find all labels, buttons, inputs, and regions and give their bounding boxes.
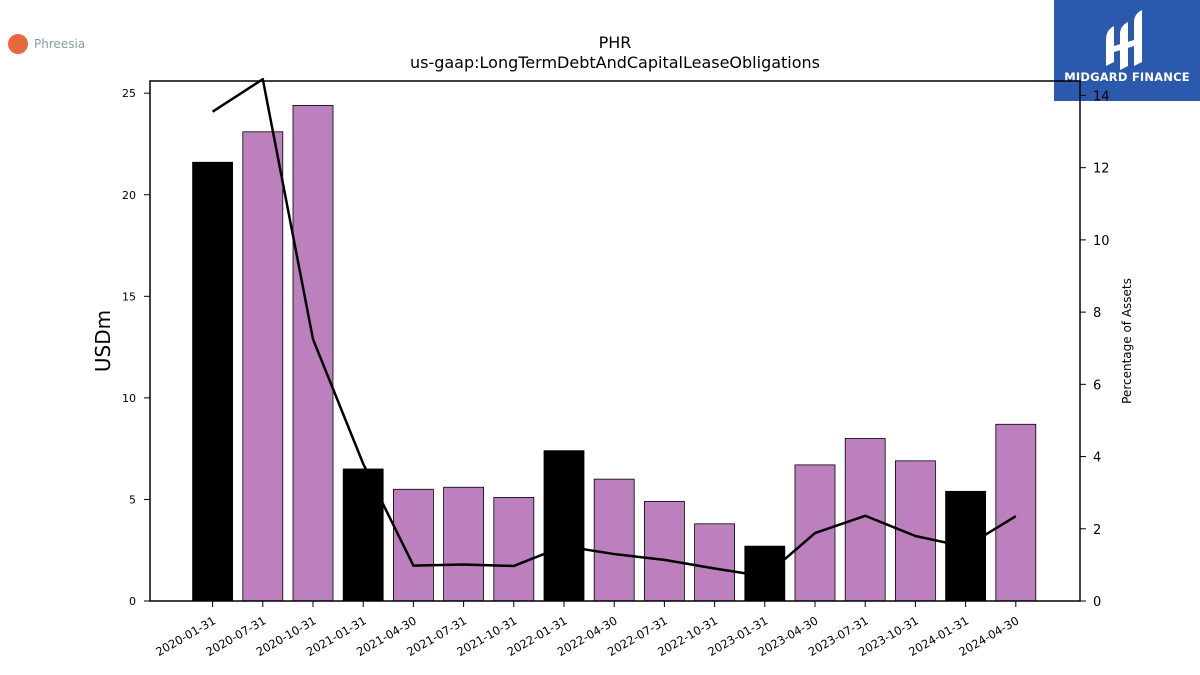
y2-tick-label: 0 xyxy=(1093,595,1101,610)
y2-tick-label: 2 xyxy=(1093,523,1101,538)
brand-logo: Phreesia xyxy=(8,34,85,54)
bar xyxy=(493,497,535,602)
y2-tick-label: 8 xyxy=(1093,306,1101,321)
bar-group xyxy=(192,104,1037,602)
y-tick-label: 0 xyxy=(129,595,136,608)
plot-frame xyxy=(149,80,1081,602)
bar xyxy=(543,450,585,602)
y2-tick-label: 4 xyxy=(1093,451,1101,466)
bar xyxy=(292,104,334,602)
chart-title: PHR xyxy=(599,33,632,52)
bar xyxy=(995,423,1037,602)
y2-tick-label: 14 xyxy=(1093,89,1110,104)
line-group xyxy=(211,77,1017,578)
y-tick-label: 25 xyxy=(122,87,136,100)
bar xyxy=(644,501,685,602)
midgard-finance-badge: MIDGARD FINANCE xyxy=(1054,0,1200,101)
bar xyxy=(443,486,485,602)
y2-tick-label: 6 xyxy=(1093,378,1101,393)
bar xyxy=(694,523,735,602)
y-tick-label: 20 xyxy=(122,189,136,202)
midgard-logo-icon xyxy=(1106,10,1142,70)
y-tick-label: 15 xyxy=(122,290,136,303)
y2-axis-label: Percentage of Assets xyxy=(1120,278,1134,404)
brand-logo-icon xyxy=(8,34,28,54)
y-tick-label: 5 xyxy=(129,493,136,506)
y2-tick-label: 10 xyxy=(1093,234,1110,249)
y2-tick-label: 12 xyxy=(1093,162,1110,177)
bar xyxy=(342,468,384,602)
y-axis-label: USDm xyxy=(91,310,115,372)
bar xyxy=(192,161,234,602)
series-line xyxy=(211,77,1017,578)
bar xyxy=(392,488,434,602)
y-tick-label: 10 xyxy=(122,392,136,405)
bar xyxy=(593,478,635,602)
bar xyxy=(242,131,284,602)
brand-name: Phreesia xyxy=(34,37,86,51)
chart-subtitle: us-gaap:LongTermDebtAndCapitalLeaseOblig… xyxy=(410,53,820,72)
badge-label: MIDGARD FINANCE xyxy=(1064,70,1190,84)
